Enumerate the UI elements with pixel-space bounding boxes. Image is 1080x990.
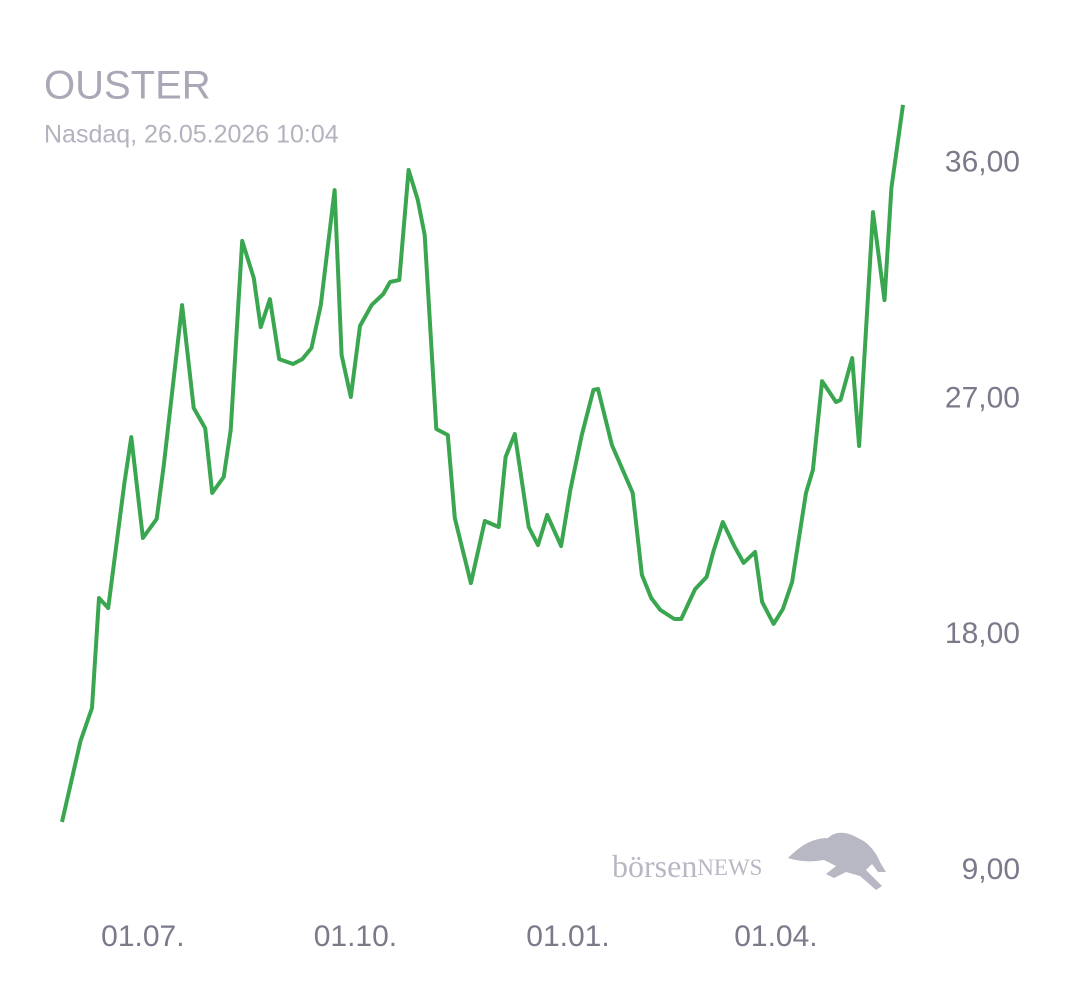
y-tick-label: 27,00 — [945, 381, 1020, 414]
price-line — [60, 104, 905, 823]
watermark-part: börsen — [612, 848, 697, 884]
y-tick-label: 9,00 — [962, 853, 1020, 886]
y-tick-label: 36,00 — [945, 146, 1020, 179]
watermark-part: NEWS — [697, 855, 762, 880]
y-tick-label: 18,00 — [945, 617, 1020, 650]
x-tick-label: 01.01. — [526, 920, 609, 953]
watermark: börsenNEWS — [612, 832, 886, 890]
x-tick-label: 01.04. — [734, 920, 817, 953]
x-tick-label: 01.07. — [101, 920, 184, 953]
chart-title: OUSTER — [44, 64, 211, 108]
x-tick-label: 01.10. — [314, 920, 397, 953]
chart-subtitle: Nasdaq, 26.05.2026 10:04 — [44, 121, 339, 149]
watermark-bull — [788, 832, 886, 890]
watermark-text: börsenNEWS — [612, 848, 762, 884]
